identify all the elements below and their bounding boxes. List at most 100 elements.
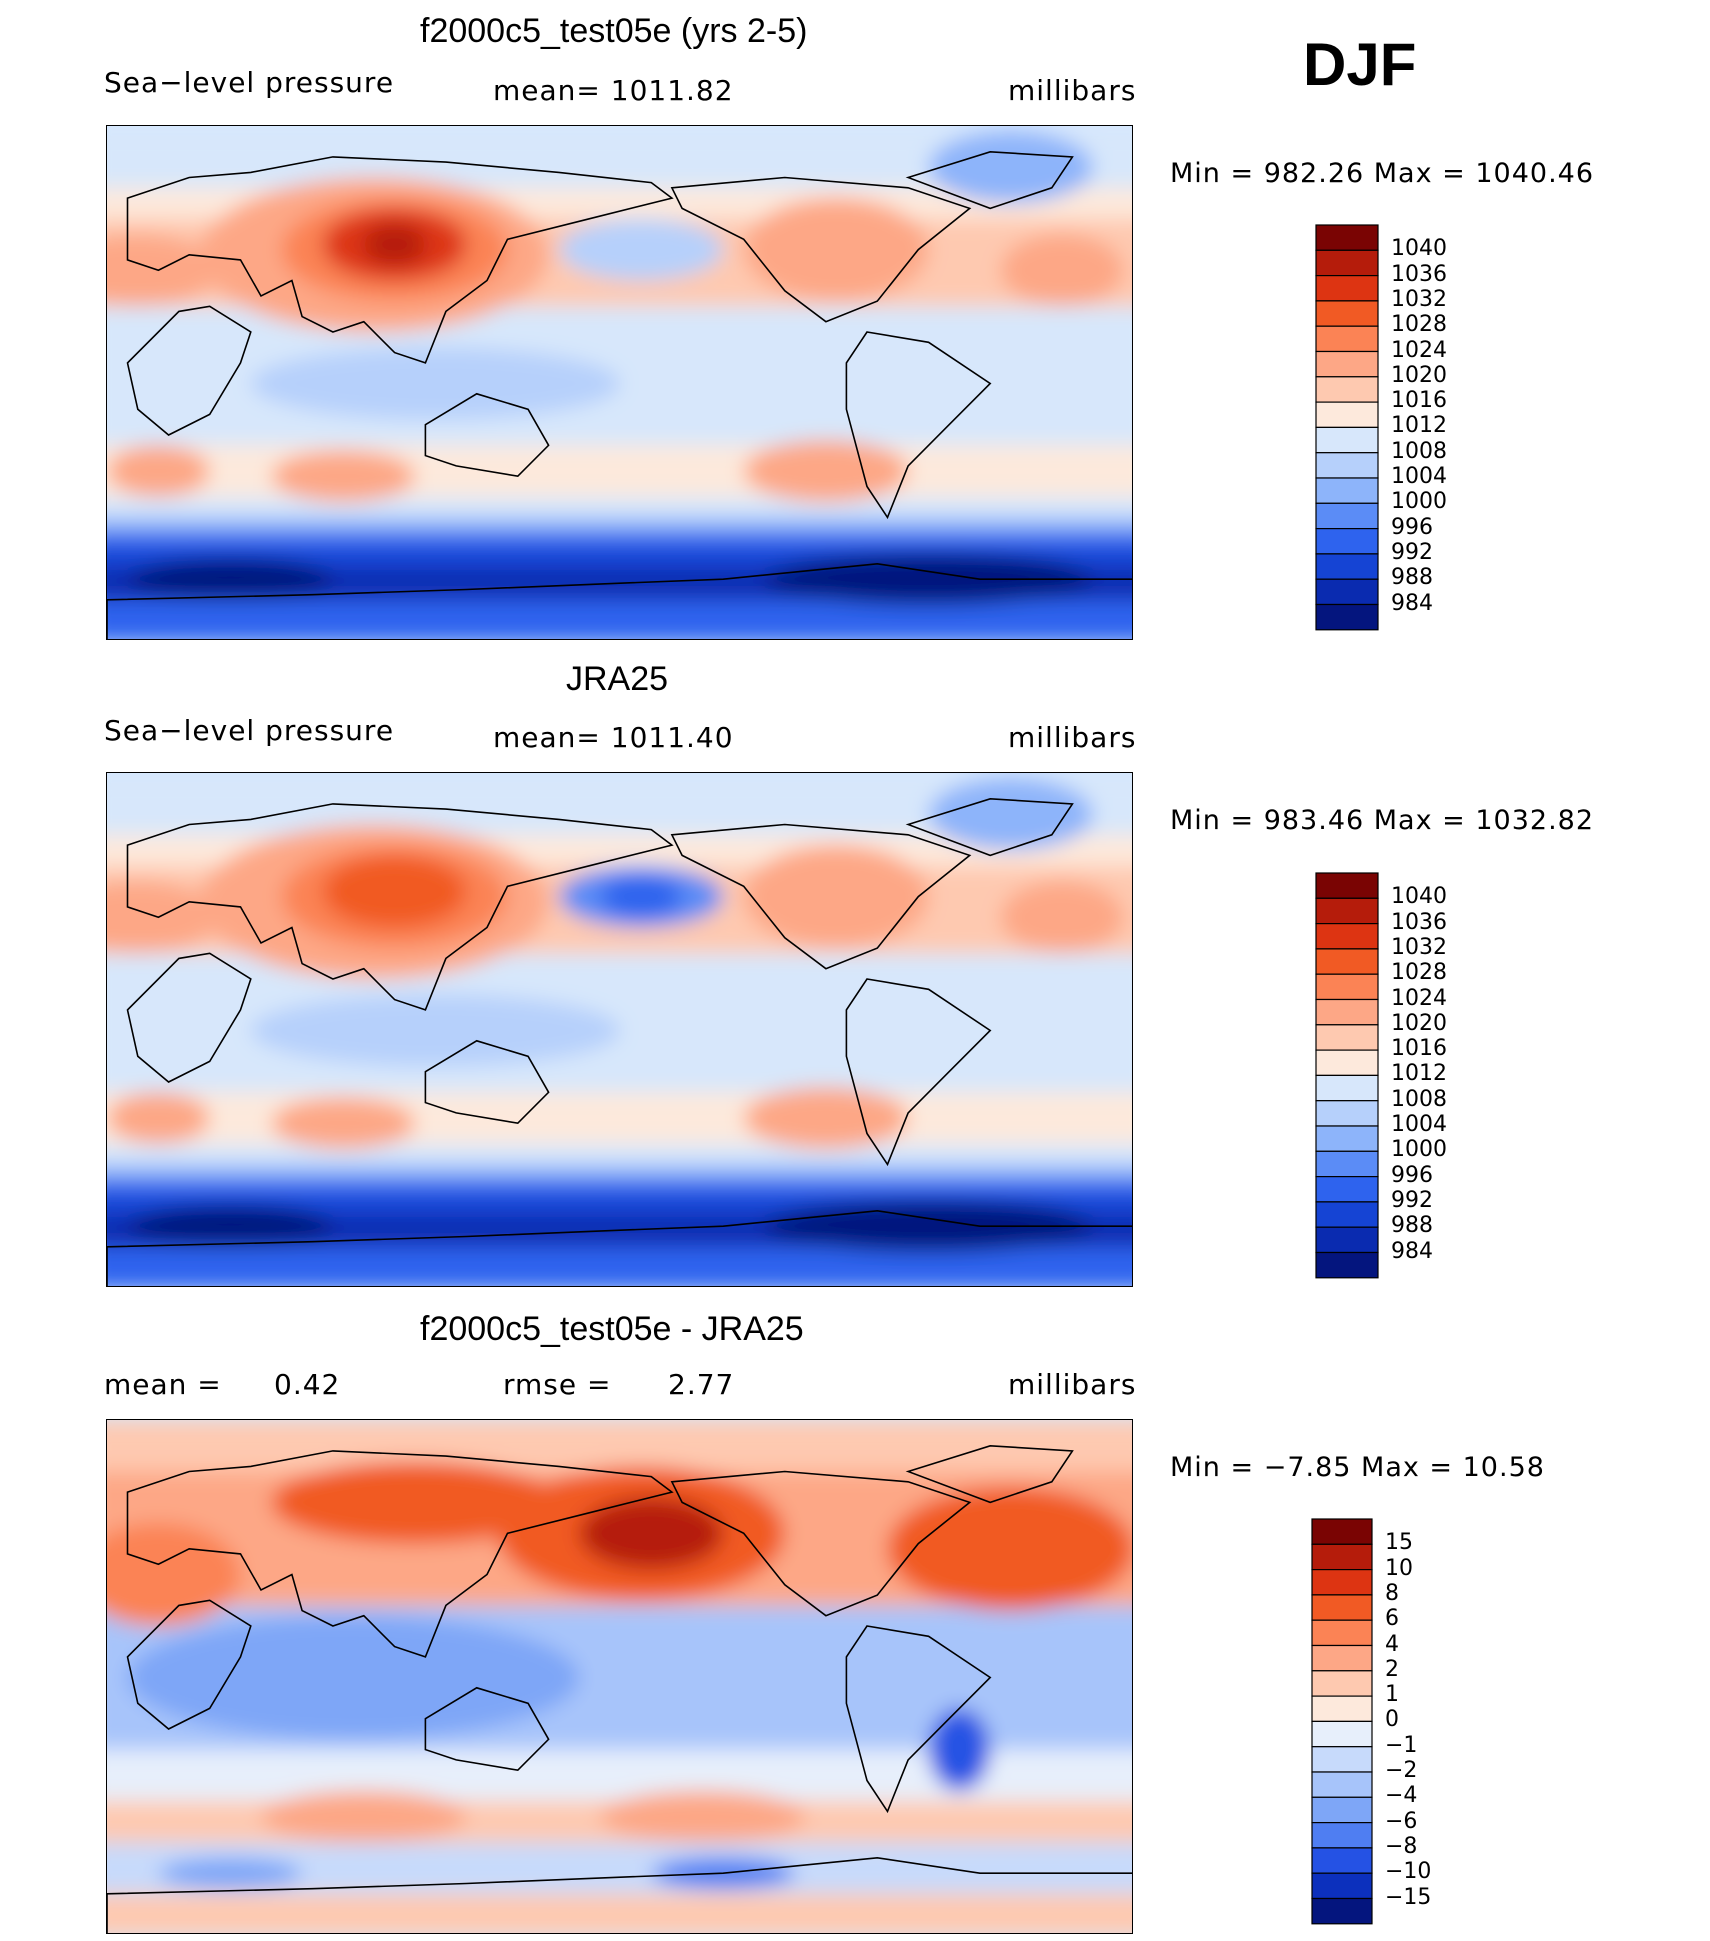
colorbar-swatch <box>1315 872 1379 899</box>
panel-2-variable-label: Sea−level pressure <box>104 714 395 747</box>
panel-1-mean-label: mean= 1011.82 <box>493 74 734 107</box>
colorbar-swatch <box>1315 1150 1379 1178</box>
colorbar-swatch <box>1315 274 1379 302</box>
panel-2-units-label: millibars <box>1008 721 1137 754</box>
colorbar-swatch <box>1315 897 1379 925</box>
colorbar-tick-label: 984 <box>1391 590 1433 616</box>
colorbar-swatch <box>1315 452 1379 479</box>
colorbar-swatch <box>1315 922 1379 950</box>
colorbar-swatch <box>1311 1771 1373 1798</box>
contour-region <box>107 445 1132 498</box>
colorbar-swatch <box>1311 1670 1373 1697</box>
colorbar-swatch <box>1311 1822 1373 1849</box>
contour-region <box>107 1164 1132 1181</box>
panel-2-mean-label: mean= 1011.40 <box>493 721 734 754</box>
colorbar-tick-label: 1036 <box>1391 261 1447 287</box>
panel-3-minmax: Min = −7.85 Max = 10.58 <box>1170 1452 1545 1483</box>
panel-3-map <box>106 1419 1133 1934</box>
coastline <box>845 978 992 1167</box>
colorbar-tick-label: 996 <box>1391 1162 1433 1188</box>
colorbar-swatch <box>1311 1720 1373 1748</box>
colorbar-tick-label: 1024 <box>1391 337 1447 363</box>
colorbar-tick-label: 1004 <box>1391 1112 1447 1137</box>
colorbar-swatch <box>1315 249 1379 277</box>
colorbar-swatch <box>1315 973 1379 1001</box>
colorbar-tick-label: 1040 <box>1391 236 1447 262</box>
colorbar-swatch <box>1311 1872 1373 1900</box>
colorbar-swatch <box>1315 1125 1379 1152</box>
colorbar-tick-label: 1028 <box>1391 960 1447 986</box>
colorbar-swatch <box>1311 1847 1373 1874</box>
coastline <box>126 952 252 1083</box>
panel-2-map <box>106 772 1133 1287</box>
panel-3-units-label: millibars <box>1008 1368 1137 1401</box>
contour-region <box>599 1790 806 1843</box>
contour-region <box>558 218 724 281</box>
coastline <box>670 823 972 970</box>
panel-1-map <box>106 125 1133 640</box>
colorbar-swatch <box>1315 1176 1379 1203</box>
colorbar-swatch <box>1315 553 1379 580</box>
colorbar-tick-label: 1016 <box>1391 1036 1447 1062</box>
colorbar-tick-label: 1008 <box>1391 438 1447 464</box>
contour-region <box>271 1461 559 1544</box>
contour-region <box>928 131 1093 204</box>
colorbar-svg <box>1315 872 1379 1279</box>
contour-region <box>1000 234 1124 307</box>
contour-field <box>107 126 1132 639</box>
colorbar-tick-label: 988 <box>1391 565 1433 591</box>
colorbar-tick-label: 984 <box>1391 1238 1433 1264</box>
colorbar-swatch <box>1311 1594 1373 1621</box>
colorbar-svg <box>1315 224 1379 631</box>
colorbar-tick-label: 0 <box>1385 1707 1399 1733</box>
colorbar-tick-label: 992 <box>1391 539 1433 565</box>
colorbar-tick-label: 1000 <box>1391 1137 1447 1163</box>
contour-region <box>250 347 621 420</box>
colorbar-svg <box>1311 1518 1373 1925</box>
contour-region <box>271 1097 416 1149</box>
contour-region <box>250 994 621 1067</box>
coastline <box>845 1625 992 1814</box>
colorbar-tick-label: 10 <box>1385 1555 1413 1581</box>
coastline <box>670 176 972 323</box>
coastline <box>845 331 992 520</box>
coastline <box>905 150 1074 210</box>
colorbar-tick-label: 1012 <box>1391 413 1447 439</box>
contour-region <box>599 876 683 918</box>
coastline <box>107 1856 1132 1933</box>
colorbar-swatch <box>1311 1695 1373 1723</box>
contour-region <box>107 496 1132 519</box>
colorbar-swatch <box>1315 1049 1379 1077</box>
panel-3-title: f2000c5_test05e - JRA25 <box>420 1310 804 1348</box>
colorbar-swatch <box>1311 1746 1373 1773</box>
colorbar-tick-label: 1028 <box>1391 312 1447 338</box>
colorbar-swatch <box>1311 1568 1373 1596</box>
colorbar-swatch <box>1311 1619 1373 1647</box>
panel-2-minmax: Min = 983.46 Max = 1032.82 <box>1170 805 1595 836</box>
contour-region <box>127 1615 580 1740</box>
colorbar-swatch <box>1315 603 1379 631</box>
contour-region <box>928 778 1093 851</box>
contour-region <box>107 881 220 954</box>
colorbar-tick-label: 1020 <box>1391 362 1447 388</box>
colorbar-swatch <box>1315 948 1379 975</box>
colorbar-swatch <box>1311 1518 1373 1545</box>
contour-region <box>743 845 929 949</box>
panel-1-variable-label: Sea−level pressure <box>104 66 395 99</box>
panel-2-title: JRA25 <box>566 660 669 698</box>
colorbar-tick-label: 996 <box>1391 514 1433 540</box>
colorbar-tick-label: −4 <box>1385 1783 1418 1809</box>
colorbar-tick-label: 1024 <box>1391 985 1447 1011</box>
contour-region <box>743 440 909 502</box>
colorbar-swatch <box>1311 1897 1373 1925</box>
coastline <box>424 1686 550 1772</box>
colorbar-tick-label: 1012 <box>1391 1061 1447 1087</box>
colorbar-tick-label: −8 <box>1385 1833 1418 1859</box>
colorbar-swatch <box>1315 300 1379 327</box>
contour-region <box>743 198 929 302</box>
coastline <box>107 562 1132 639</box>
contour-region <box>743 1087 909 1149</box>
colorbar-tick-label: −2 <box>1385 1758 1418 1783</box>
contour-region <box>261 1790 467 1843</box>
colorbar-tick-label: 992 <box>1391 1187 1433 1213</box>
